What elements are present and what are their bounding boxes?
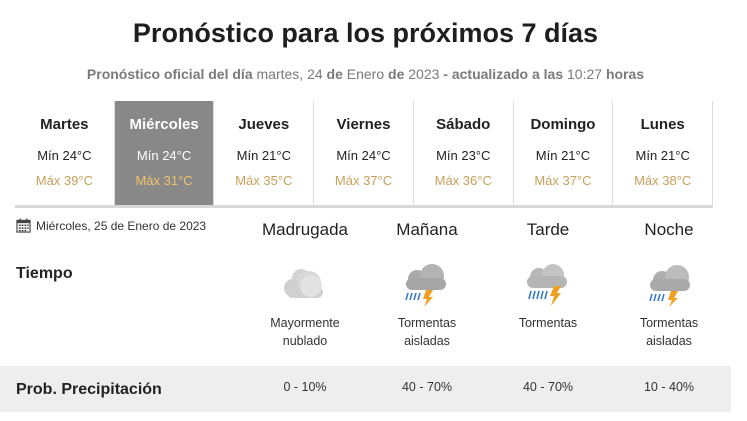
day-tabs: Martes Mín 24°C Máx 39°C Miércoles Mín 2… <box>15 101 714 208</box>
day-tab-domingo[interactable]: Domingo Mín 21°C Máx 37°C <box>514 101 614 205</box>
min-temp: Mín 21°C <box>535 148 591 163</box>
day-name: Lunes <box>640 116 685 133</box>
min-temp: Mín 21°C <box>236 148 291 163</box>
day-name: Viernes <box>336 116 391 133</box>
precipitation-row <box>0 366 731 412</box>
cloudy-icon <box>284 269 323 298</box>
period-description: Tormentas aisladas <box>397 316 457 348</box>
day-tab-miercoles[interactable]: Miércoles Mín 24°C Máx 31°C <box>114 101 215 205</box>
precipitation-value: 0 - 10% <box>283 380 327 394</box>
period-manana: Mañana <box>396 220 458 239</box>
period-madrugada: Madrugada <box>261 220 348 239</box>
min-temp: Mín 24°C <box>336 148 391 163</box>
max-temp: Máx 36°C <box>434 173 492 188</box>
calendar-icon <box>16 218 31 233</box>
min-temp: Mín 24°C <box>136 148 192 163</box>
selected-date-text: Miércoles, 25 de Enero de 2023 <box>36 218 207 233</box>
max-temp: Máx 37°C <box>334 173 393 188</box>
day-name: Jueves <box>238 116 290 133</box>
period-description: Tormentas <box>518 316 578 330</box>
day-name: Martes <box>40 116 89 133</box>
max-temp: Máx 38°C <box>634 173 692 188</box>
day-tab-lunes[interactable]: Lunes Mín 21°C Máx 38°C <box>613 101 714 205</box>
min-temp: Mín 24°C <box>37 148 92 163</box>
max-temp: Máx 35°C <box>235 173 293 188</box>
tiempo-label: Tiempo <box>16 265 73 282</box>
max-temp: Máx 37°C <box>534 173 592 188</box>
precipitation-value: 10 - 40% <box>643 380 695 394</box>
selected-date: Miércoles, 25 de Enero de 2023 <box>16 218 206 233</box>
precipitation-label: Prob. Precipitación <box>16 381 162 398</box>
max-temp: Máx 31°C <box>135 173 193 188</box>
day-name: Sábado <box>436 116 491 133</box>
day-name: Miércoles <box>129 116 199 133</box>
period-description: Mayormente nublado <box>270 316 340 348</box>
page-title: Pronóstico para los próximos 7 días <box>132 18 599 48</box>
forecast-subtitle: Pronóstico oficial del día martes, 24 de… <box>86 66 645 82</box>
max-temp: Máx 39°C <box>35 173 93 188</box>
storm-icon <box>527 264 567 306</box>
period-tarde: Tarde <box>526 220 570 239</box>
period-description: Tormentas aisladas <box>639 316 699 348</box>
day-tab-jueves[interactable]: Jueves Mín 21°C Máx 35°C <box>214 101 315 205</box>
precipitation-value: 40 - 70% <box>522 380 574 394</box>
period-noche: Noche <box>644 220 694 239</box>
day-tab-viernes[interactable]: Viernes Mín 24°C Máx 37°C <box>314 101 414 205</box>
precipitation-value: 40 - 70% <box>401 380 453 394</box>
day-name: Domingo <box>530 116 596 133</box>
min-temp: Mín 21°C <box>635 148 690 163</box>
storm-icon <box>405 264 446 307</box>
min-temp: Mín 23°C <box>436 148 491 163</box>
day-tab-martes[interactable]: Martes Mín 24°C Máx 39°C <box>15 101 115 205</box>
day-tab-sabado[interactable]: Sábado Mín 23°C Máx 36°C <box>414 101 514 205</box>
storm-icon <box>649 265 690 307</box>
